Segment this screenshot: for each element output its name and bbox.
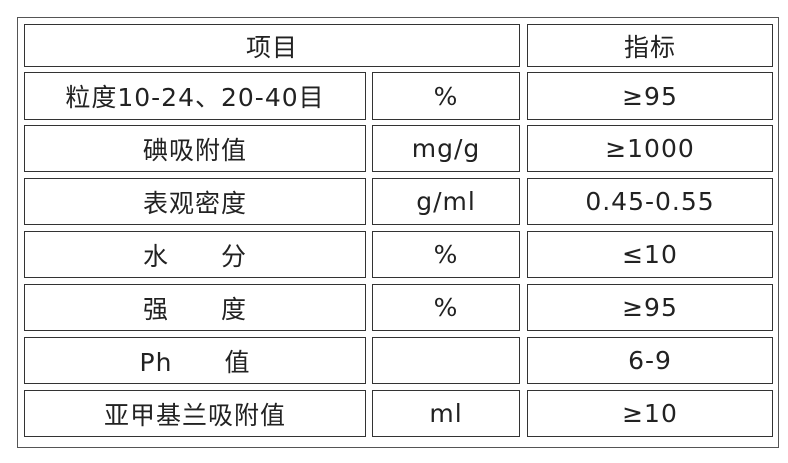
row-unit: g/ml — [372, 178, 520, 225]
row-unit: % — [372, 284, 520, 331]
row-unit — [372, 337, 520, 384]
row-value: ≥95 — [527, 284, 773, 331]
header-spec: 指标 — [527, 24, 773, 67]
row-name: 粒度10-24、20-40目 — [24, 72, 366, 120]
row-value: 0.45-0.55 — [527, 178, 773, 225]
row-unit: % — [372, 231, 520, 278]
row-value: ≤10 — [527, 231, 773, 278]
table-frame — [17, 17, 779, 448]
row-unit: mg/g — [372, 125, 520, 172]
row-name: 水 分 — [24, 231, 366, 278]
row-name: 亚甲基兰吸附值 — [24, 390, 366, 437]
header-item: 项目 — [24, 24, 520, 67]
row-name: 表观密度 — [24, 178, 366, 225]
row-unit: % — [372, 72, 520, 120]
row-name: 碘吸附值 — [24, 125, 366, 172]
row-name: 强 度 — [24, 284, 366, 331]
row-value: ≥95 — [527, 72, 773, 120]
row-name: Ph 值 — [24, 337, 366, 384]
row-unit: ml — [372, 390, 520, 437]
row-value: 6-9 — [527, 337, 773, 384]
row-value: ≥10 — [527, 390, 773, 437]
row-value: ≥1000 — [527, 125, 773, 172]
